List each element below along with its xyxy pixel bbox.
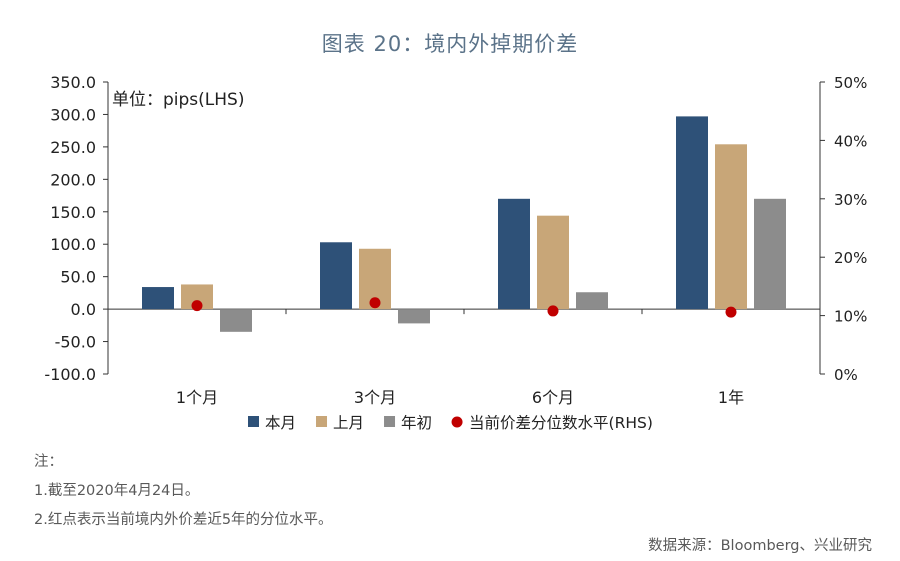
left-tick-label: 200.0	[50, 170, 96, 189]
note-line: 2.红点表示当前境内外价差近5年的分位水平。	[34, 512, 333, 528]
right-tick-label: 0%	[834, 366, 858, 384]
percentile-dot	[547, 305, 559, 317]
bar	[537, 215, 569, 310]
chart-title: 图表 20：境内外掉期价差	[321, 32, 579, 56]
category-label: 3个月	[354, 388, 396, 407]
category-label: 1个月	[176, 388, 218, 407]
right-tick-label: 50%	[834, 74, 867, 92]
bar	[576, 292, 608, 310]
bar-chart: -100.0 -50.0 0.0 50.0 100.0 150.0 200.0 250.0 30…	[44, 73, 867, 432]
left-tick-label: 300.0	[50, 105, 96, 124]
legend-label: 上月	[333, 414, 364, 432]
right-tick-label: 40%	[834, 132, 867, 150]
bar	[220, 309, 252, 332]
legend-dot	[451, 416, 463, 428]
legend-swatch	[248, 416, 259, 427]
chart-dots	[191, 297, 737, 318]
left-tick-label: -100.0	[44, 365, 96, 384]
left-tick-label: 350.0	[50, 73, 96, 92]
note-line: 注：	[34, 454, 63, 470]
legend-label: 当前价差分位数水平(RHS)	[469, 414, 653, 432]
left-tick-label: 50.0	[60, 268, 96, 287]
percentile-dot	[191, 300, 203, 312]
bar	[754, 198, 786, 310]
legend-label: 本月	[265, 414, 296, 432]
left-tick-label: 250.0	[50, 138, 96, 157]
unit-label: 单位：pips(LHS)	[112, 90, 244, 110]
notes: 注： 1.截至2020年4月24日。 2.红点表示当前境内外价差近5年的分位水平…	[34, 448, 333, 535]
legend-label: 年初	[401, 414, 432, 432]
chart-legend: 本月 上月 年初 当前价差分位数水平(RHS)	[248, 414, 653, 432]
chart-bars	[142, 116, 786, 332]
left-tick-label: 0.0	[71, 300, 96, 319]
bar	[320, 242, 352, 310]
chart-axes: -100.0 -50.0 0.0 50.0 100.0 150.0 200.0 250.0 30…	[44, 73, 867, 407]
right-tick-label: 20%	[834, 249, 867, 267]
bar	[498, 198, 530, 310]
left-tick-label: 100.0	[50, 235, 96, 254]
left-tick-label: -50.0	[55, 333, 96, 352]
right-tick-label: 30%	[834, 191, 867, 209]
right-tick-label: 10%	[834, 308, 867, 326]
legend-swatch	[384, 416, 396, 427]
category-label: 1年	[718, 388, 744, 407]
left-tick-label: 150.0	[50, 203, 96, 222]
note-line: 1.截至2020年4月24日。	[34, 483, 200, 499]
bar	[398, 309, 430, 324]
bar	[715, 144, 747, 310]
category-label: 6个月	[532, 388, 574, 407]
bar	[142, 287, 174, 310]
source-note: 数据来源：Bloomberg、兴业研究	[648, 538, 872, 554]
legend-swatch	[316, 416, 328, 427]
percentile-dot	[725, 306, 737, 318]
percentile-dot	[369, 297, 381, 309]
bar	[676, 116, 708, 310]
